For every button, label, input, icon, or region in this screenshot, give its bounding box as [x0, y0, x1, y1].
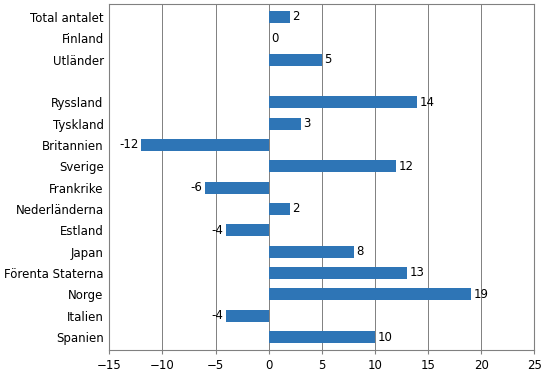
- Text: 0: 0: [271, 32, 278, 45]
- Bar: [269, 267, 407, 279]
- Bar: [269, 288, 471, 300]
- Text: 8: 8: [357, 245, 364, 258]
- Bar: [269, 331, 375, 343]
- Bar: [269, 11, 290, 23]
- Bar: [141, 139, 269, 151]
- Text: 14: 14: [420, 96, 435, 109]
- Bar: [269, 203, 290, 215]
- Text: 19: 19: [473, 288, 488, 301]
- Bar: [269, 96, 418, 108]
- Bar: [269, 161, 396, 172]
- Bar: [269, 246, 354, 258]
- Bar: [269, 54, 322, 65]
- Text: -6: -6: [191, 181, 202, 194]
- Bar: [205, 182, 269, 194]
- Bar: [226, 224, 269, 236]
- Text: 10: 10: [378, 331, 393, 344]
- Bar: [269, 118, 300, 129]
- Bar: [226, 310, 269, 321]
- Text: 2: 2: [293, 203, 300, 215]
- Text: 12: 12: [399, 160, 414, 173]
- Text: -4: -4: [212, 309, 223, 322]
- Text: -4: -4: [212, 224, 223, 237]
- Text: -12: -12: [119, 138, 139, 152]
- Text: 13: 13: [410, 267, 424, 279]
- Text: 3: 3: [303, 117, 311, 130]
- Text: 5: 5: [324, 53, 332, 66]
- Text: 2: 2: [293, 11, 300, 23]
